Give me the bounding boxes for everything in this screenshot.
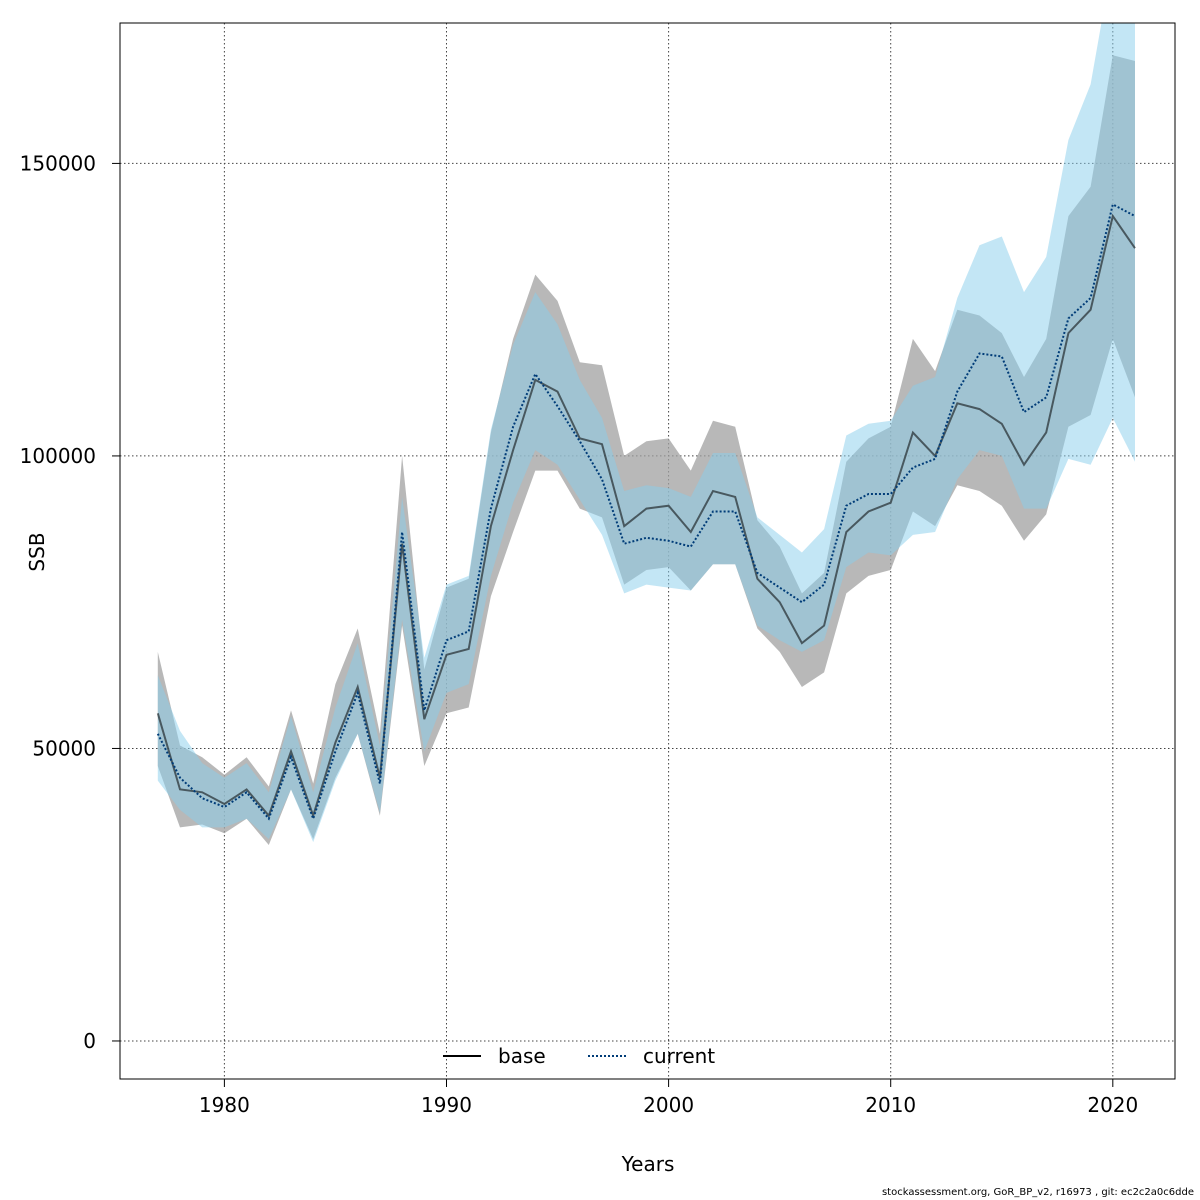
y-tick-label: 100000 bbox=[20, 444, 96, 468]
x-tick-label: 2010 bbox=[865, 1093, 916, 1117]
series-lines bbox=[156, 202, 1136, 822]
x-tick-label: 2000 bbox=[643, 1093, 694, 1117]
y-tick-label: 0 bbox=[83, 1029, 96, 1053]
legend-current-label: current bbox=[643, 1044, 715, 1068]
x-axis-title: Years bbox=[621, 1152, 675, 1176]
current-confidence-band bbox=[157, 23, 1135, 843]
x-tick-label: 1980 bbox=[199, 1093, 250, 1117]
y-axis: 0 50000 100000 150000 bbox=[20, 151, 120, 1053]
base-confidence-band bbox=[157, 55, 1136, 845]
y-tick-label: 50000 bbox=[32, 736, 96, 760]
plot-frame bbox=[119, 22, 1176, 1080]
confidence-bands bbox=[157, 23, 1136, 845]
base-line bbox=[156, 213, 1136, 819]
y-tick-label: 150000 bbox=[20, 151, 96, 175]
legend-base-label: base bbox=[498, 1044, 546, 1068]
legend: base current bbox=[443, 1044, 715, 1068]
y-axis-title: SSB bbox=[25, 532, 49, 571]
x-tick-label: 2020 bbox=[1087, 1093, 1138, 1117]
x-tick-label: 1990 bbox=[421, 1093, 472, 1117]
footer-credit: stockassessment.org, GoR_BP_v2, r16973 ,… bbox=[881, 1187, 1194, 1198]
x-axis: 1980 1990 2000 2010 2020 bbox=[199, 1079, 1138, 1117]
